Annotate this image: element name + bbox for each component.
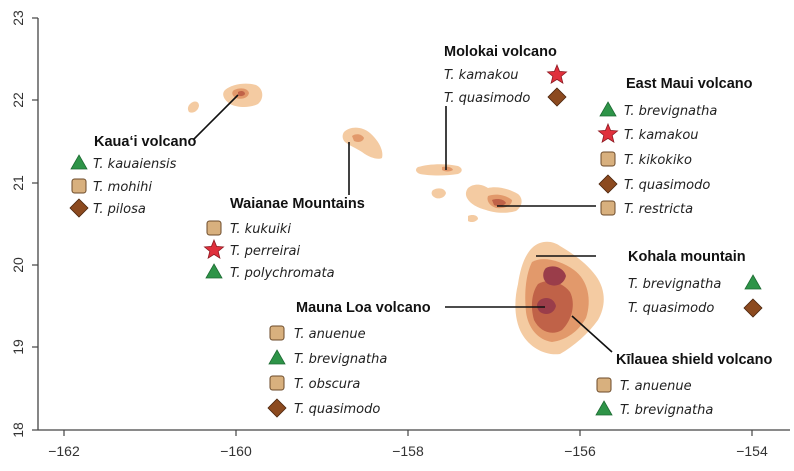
kohala-mountain-title: Kohala mountain [628,249,746,265]
diamond-icon [267,398,287,418]
square-icon [269,375,285,391]
molokai-volcano-title: Molokai volcano [444,44,557,60]
diamond-icon [743,298,763,318]
species-label: T. anuenue [294,327,366,342]
species-label: T. quasimodo [444,91,530,106]
y-tick-label: 19 [10,339,26,355]
square-icon [206,220,222,236]
x-tick-label: −154 [736,443,768,459]
species-label: T. kikokiko [624,153,692,168]
waianae-mountains-title: Waianae Mountains [230,196,365,212]
east-maui-volcano-title: East Maui volcano [626,76,753,92]
kahoolawe-island [468,215,478,223]
square-icon [600,200,616,216]
triangle-icon [268,349,286,365]
x-tick-label: −160 [220,443,252,459]
species-label: T. obscura [294,377,360,392]
mauna-loa-group: Mauna Loa volcano T. anuenue T. brevigna… [267,300,431,418]
square-icon [269,325,285,341]
species-label: T. anuenue [620,379,692,394]
diamond-icon [69,198,89,218]
species-label: T. quasimodo [624,178,710,193]
islands [187,83,604,355]
species-label: T. kukuiki [230,222,291,237]
square-icon [71,178,87,194]
kauai-volcano-title: Kaua‘i volcano [94,134,196,150]
mauna-loa-volcano-title: Mauna Loa volcano [296,300,431,316]
y-tick-label: 23 [10,10,26,26]
oahu-island [342,127,383,159]
species-label: T. brevignatha [294,352,387,367]
square-icon [596,377,612,393]
kauai-leader-line [192,94,239,141]
y-tick-label: 20 [10,257,26,273]
kohala-group: Kohala mountain T. brevignatha T. quasim… [628,249,763,318]
species-label: T. kamakou [444,68,519,83]
triangle-icon [744,274,762,290]
x-tick-label: −158 [392,443,424,459]
star-icon [203,238,225,259]
species-label: T. brevignatha [628,277,721,292]
species-label: T. kauaiensis [93,157,177,172]
triangle-icon [70,154,88,170]
species-label: T. brevignatha [620,403,713,418]
molokai-group: Molokai volcano T. kamakou T. quasimodo [444,44,568,107]
species-label: T. mohihi [93,180,152,195]
species-label: T. perreirai [230,244,301,259]
triangle-icon [599,101,617,117]
y-tick-label: 22 [10,92,26,108]
kauai-group: Kaua‘i volcano T. kauaiensis T. mohihi T… [69,134,196,218]
x-tick-label: −156 [564,443,596,459]
species-label: T. restricta [624,202,693,217]
kilauea-leader-line [571,315,613,353]
diamond-icon [598,174,618,194]
y-tick-label: 21 [10,175,26,191]
maui-island [465,184,522,213]
triangle-icon [595,400,613,416]
waianae-group: Waianae Mountains T. kukuiki T. perreira… [203,196,365,281]
diamond-icon [547,87,567,107]
x-tick-label: −162 [48,443,80,459]
axes: 23 22 21 20 19 18 −162 −160 −158 −156 −1… [10,10,790,459]
kilauea-shield-volcano-title: Kīlauea shield volcano [616,352,772,368]
molokai-island [415,164,462,176]
species-label: T. pilosa [93,202,146,217]
star-icon [597,122,619,143]
square-icon [600,151,616,167]
species-label: T. quasimodo [294,402,380,417]
star-icon [546,63,568,84]
kilauea-group: Kīlauea shield volcano T. anuenue T. bre… [595,352,772,418]
species-label: T. polychromata [230,266,335,281]
y-tick-label: 18 [10,422,26,438]
leader-lines [192,94,613,353]
lanai-island [431,188,446,199]
species-label: T. brevignatha [624,104,717,119]
species-label: T. kamakou [624,128,699,143]
triangle-icon [205,263,223,279]
niihau-island [187,101,199,113]
big-island [515,241,604,355]
species-label: T. quasimodo [628,301,714,316]
east-maui-group: East Maui volcano T. brevignatha T. kama… [597,76,753,217]
